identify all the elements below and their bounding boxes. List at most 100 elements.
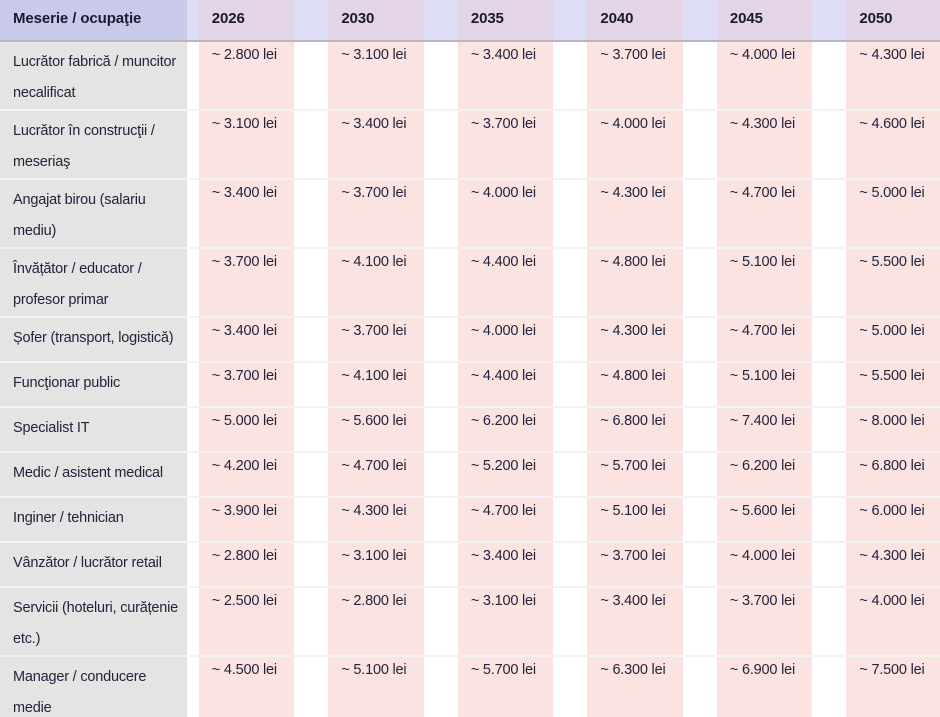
- salary-value-cell: ~ 4.400 lei: [457, 362, 554, 408]
- salary-value-cell: ~ 3.700 lei: [198, 248, 295, 318]
- column-gap: [682, 317, 717, 363]
- column-gap: [294, 497, 329, 543]
- salary-value-cell: ~ 3.700 lei: [457, 110, 554, 180]
- table-row: Inginer / tehnician ~ 3.900 lei ~ 4.300 le…: [0, 497, 940, 543]
- salary-value-cell: ~ 3.400 lei: [587, 587, 683, 657]
- salary-value-cell: ~ 3.400 lei: [457, 41, 554, 111]
- column-gap: [294, 407, 329, 453]
- column-gap: [812, 248, 847, 318]
- salary-value-cell: ~ 4.300 lei: [587, 179, 683, 249]
- column-gap: [553, 497, 588, 543]
- column-gap: [423, 542, 458, 588]
- salary-value-cell: ~ 5.100 lei: [716, 362, 813, 408]
- salary-value-cell: ~ 4.800 lei: [587, 362, 683, 408]
- occupation-label: etc.): [13, 631, 41, 647]
- salary-value-cell: ~ 4.300 lei: [716, 110, 813, 180]
- column-gap: [682, 41, 717, 111]
- column-gap: [682, 407, 717, 453]
- salary-value-cell: ~ 5.500 lei: [846, 362, 940, 408]
- column-gap: [294, 248, 329, 318]
- column-gap: [186, 497, 199, 543]
- salary-value-cell: ~ 2.500 lei: [198, 587, 295, 657]
- column-gap: [553, 248, 588, 318]
- salary-value-cell: ~ 3.100 lei: [328, 41, 424, 111]
- salary-value-cell: ~ 8.000 lei: [846, 407, 940, 453]
- header-column-gap: [812, 0, 847, 42]
- year-column-header: 2030: [328, 0, 424, 42]
- column-gap: [423, 110, 458, 180]
- occupation-label-cell: Servicii (hoteluri, curățenie etc.): [0, 587, 187, 657]
- column-gap: [553, 317, 588, 363]
- column-gap: [812, 587, 847, 657]
- table-body: Lucrător fabrică / muncitor necalificat ~ …: [0, 41, 940, 717]
- column-gap: [812, 656, 847, 717]
- salary-value-cell: ~ 5.000 lei: [198, 407, 295, 453]
- column-gap: [294, 110, 329, 180]
- occupation-label-cell: Specialist IT: [0, 407, 187, 453]
- salary-value-cell: ~ 4.700 lei: [328, 452, 424, 498]
- salary-value-cell: ~ 5.700 lei: [457, 656, 554, 717]
- column-gap: [423, 407, 458, 453]
- column-gap: [294, 656, 329, 717]
- salary-value-cell: ~ 5.600 lei: [328, 407, 424, 453]
- header-column-gap: [186, 0, 199, 42]
- salary-value-cell: ~ 2.800 lei: [328, 587, 424, 657]
- salary-value-cell: ~ 7.400 lei: [716, 407, 813, 453]
- salary-value-cell: ~ 4.300 lei: [328, 497, 424, 543]
- salary-value-cell: ~ 4.700 lei: [716, 317, 813, 363]
- column-gap: [423, 179, 458, 249]
- header-column-gap: [294, 0, 329, 42]
- salary-value-cell: ~ 4.700 lei: [457, 497, 554, 543]
- column-gap: [186, 542, 199, 588]
- salary-value-cell: ~ 4.600 lei: [846, 110, 940, 180]
- occupation-label: Șofer (transport, logistică): [13, 330, 174, 346]
- column-gap: [812, 542, 847, 588]
- salary-value-cell: ~ 5.100 lei: [328, 656, 424, 717]
- year-column-header: 2035: [457, 0, 554, 42]
- occupation-label-cell: Șofer (transport, logistică): [0, 317, 187, 363]
- column-gap: [812, 41, 847, 111]
- occupation-label: Vânzător / lucrător retail: [13, 555, 162, 571]
- salary-value-cell: ~ 2.800 lei: [198, 41, 295, 111]
- occupation-label: Manager / conducere: [13, 669, 147, 685]
- salary-value-cell: ~ 5.600 lei: [716, 497, 813, 543]
- column-gap: [294, 317, 329, 363]
- column-gap: [294, 452, 329, 498]
- salary-value-cell: ~ 2.800 lei: [198, 542, 295, 588]
- column-gap: [812, 362, 847, 408]
- salary-value-cell: ~ 4.000 lei: [457, 179, 554, 249]
- column-gap: [682, 497, 717, 543]
- occupation-label: Învățător / educator /: [13, 261, 142, 277]
- salary-value-cell: ~ 5.100 lei: [716, 248, 813, 318]
- column-gap: [423, 587, 458, 657]
- salary-value-cell: ~ 4.400 lei: [457, 248, 554, 318]
- column-gap: [553, 110, 588, 180]
- column-gap: [682, 362, 717, 408]
- column-gap: [682, 248, 717, 318]
- column-gap: [423, 362, 458, 408]
- column-gap: [294, 41, 329, 111]
- salary-value-cell: ~ 3.700 lei: [198, 362, 295, 408]
- column-gap: [423, 452, 458, 498]
- column-gap: [553, 407, 588, 453]
- salary-value-cell: ~ 6.200 lei: [457, 407, 554, 453]
- table-row: Manager / conducere medie ~ 4.500 lei ~ 5.1…: [0, 656, 940, 717]
- occupation-label-cell: Funcţionar public: [0, 362, 187, 408]
- column-gap: [553, 656, 588, 717]
- occupation-label: profesor primar: [13, 292, 109, 308]
- year-column-header: 2026: [198, 0, 295, 42]
- salary-value-cell: ~ 7.500 lei: [846, 656, 940, 717]
- column-gap: [812, 179, 847, 249]
- column-gap: [812, 317, 847, 363]
- salary-value-cell: ~ 5.200 lei: [457, 452, 554, 498]
- salary-value-cell: ~ 3.400 lei: [328, 110, 424, 180]
- occupation-label-cell: Învățător / educator / profesor primar: [0, 248, 187, 318]
- column-gap: [186, 656, 199, 717]
- table-header: Meserie / ocupaţie 2026 2030 2035 2040 2045 20…: [0, 0, 940, 42]
- salary-value-cell: ~ 3.100 lei: [328, 542, 424, 588]
- column-gap: [553, 587, 588, 657]
- salary-value-cell: ~ 3.700 lei: [328, 317, 424, 363]
- salary-value-cell: ~ 6.300 lei: [587, 656, 683, 717]
- column-gap: [186, 110, 199, 180]
